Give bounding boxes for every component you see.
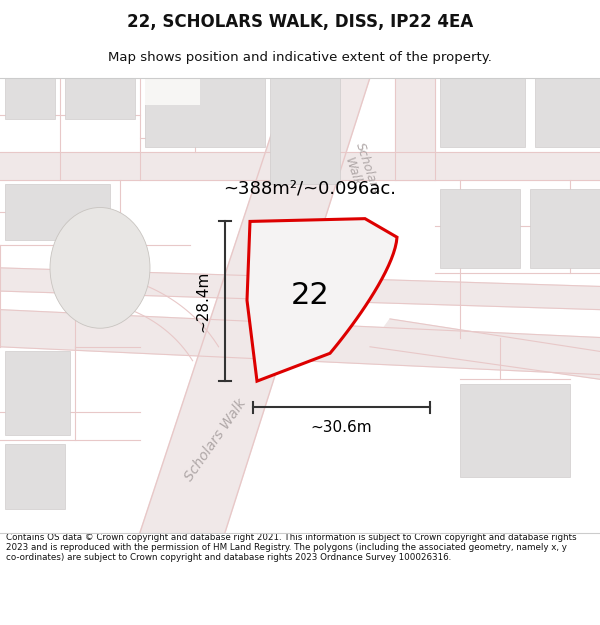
Polygon shape bbox=[440, 78, 525, 147]
Polygon shape bbox=[247, 219, 397, 381]
Text: ~28.4m: ~28.4m bbox=[196, 271, 211, 332]
Text: Scholars
Walk: Scholars Walk bbox=[338, 141, 382, 200]
Polygon shape bbox=[140, 78, 370, 532]
Ellipse shape bbox=[50, 208, 150, 328]
Polygon shape bbox=[145, 78, 200, 106]
Polygon shape bbox=[270, 78, 340, 184]
Polygon shape bbox=[5, 78, 55, 119]
Polygon shape bbox=[5, 184, 110, 240]
Text: Contains OS data © Crown copyright and database right 2021. This information is : Contains OS data © Crown copyright and d… bbox=[6, 532, 577, 562]
Polygon shape bbox=[0, 152, 600, 179]
Polygon shape bbox=[5, 444, 65, 509]
Polygon shape bbox=[5, 351, 70, 435]
Text: 22, SCHOLARS WALK, DISS, IP22 4EA: 22, SCHOLARS WALK, DISS, IP22 4EA bbox=[127, 12, 473, 31]
Text: Scholars Walk: Scholars Walk bbox=[182, 396, 248, 483]
Text: 22: 22 bbox=[290, 281, 329, 310]
Polygon shape bbox=[530, 189, 600, 268]
Polygon shape bbox=[0, 309, 600, 374]
Text: ~388m²/~0.096ac.: ~388m²/~0.096ac. bbox=[223, 180, 397, 198]
Text: Map shows position and indicative extent of the property.: Map shows position and indicative extent… bbox=[108, 51, 492, 64]
Polygon shape bbox=[440, 189, 520, 268]
Polygon shape bbox=[395, 78, 435, 179]
Polygon shape bbox=[370, 319, 600, 379]
Polygon shape bbox=[145, 78, 265, 147]
Polygon shape bbox=[535, 78, 600, 147]
Polygon shape bbox=[460, 384, 570, 477]
Polygon shape bbox=[65, 78, 135, 119]
Polygon shape bbox=[0, 268, 600, 309]
Text: ~30.6m: ~30.6m bbox=[311, 420, 373, 435]
